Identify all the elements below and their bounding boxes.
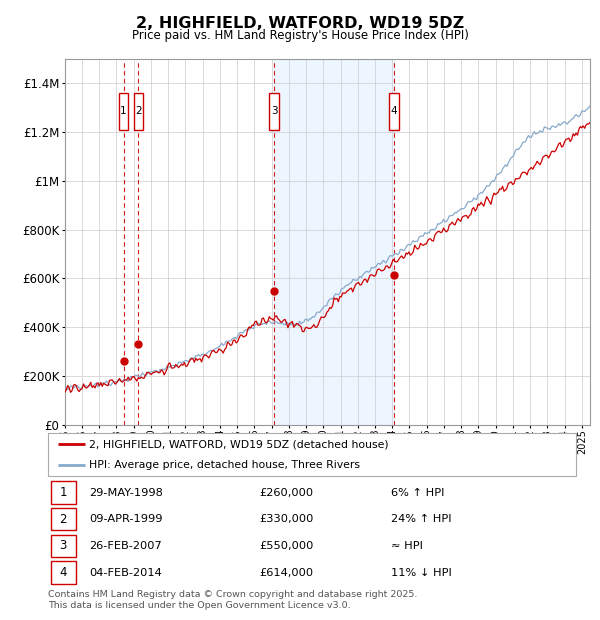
Text: HPI: Average price, detached house, Three Rivers: HPI: Average price, detached house, Thre… — [89, 460, 360, 470]
Text: 1: 1 — [120, 107, 127, 117]
Text: £550,000: £550,000 — [259, 541, 314, 551]
FancyBboxPatch shape — [50, 481, 76, 504]
FancyBboxPatch shape — [119, 93, 128, 130]
Text: 2, HIGHFIELD, WATFORD, WD19 5DZ: 2, HIGHFIELD, WATFORD, WD19 5DZ — [136, 16, 464, 31]
Text: 29-MAY-1998: 29-MAY-1998 — [89, 487, 163, 498]
FancyBboxPatch shape — [50, 508, 76, 531]
Text: 04-FEB-2014: 04-FEB-2014 — [89, 567, 162, 578]
FancyBboxPatch shape — [389, 93, 398, 130]
FancyBboxPatch shape — [269, 93, 279, 130]
FancyBboxPatch shape — [50, 534, 76, 557]
Text: 3: 3 — [271, 107, 277, 117]
FancyBboxPatch shape — [48, 433, 576, 476]
Text: 6% ↑ HPI: 6% ↑ HPI — [391, 487, 445, 498]
Text: 09-APR-1999: 09-APR-1999 — [89, 514, 163, 525]
FancyBboxPatch shape — [50, 561, 76, 584]
Text: 4: 4 — [391, 107, 397, 117]
FancyBboxPatch shape — [134, 93, 143, 130]
Text: 2, HIGHFIELD, WATFORD, WD19 5DZ (detached house): 2, HIGHFIELD, WATFORD, WD19 5DZ (detache… — [89, 439, 389, 449]
Text: £330,000: £330,000 — [259, 514, 314, 525]
Bar — [274, 59, 394, 425]
Text: 26-FEB-2007: 26-FEB-2007 — [89, 541, 162, 551]
Text: 24% ↑ HPI: 24% ↑ HPI — [391, 514, 452, 525]
Text: 2: 2 — [135, 107, 142, 117]
Text: ≈ HPI: ≈ HPI — [391, 541, 423, 551]
Text: £260,000: £260,000 — [259, 487, 313, 498]
Text: 4: 4 — [59, 566, 67, 579]
Text: Price paid vs. HM Land Registry's House Price Index (HPI): Price paid vs. HM Land Registry's House … — [131, 29, 469, 42]
Text: Contains HM Land Registry data © Crown copyright and database right 2025.
This d: Contains HM Land Registry data © Crown c… — [48, 590, 418, 609]
Text: £614,000: £614,000 — [259, 567, 313, 578]
Text: 1: 1 — [59, 486, 67, 499]
Text: 11% ↓ HPI: 11% ↓ HPI — [391, 567, 452, 578]
Text: 3: 3 — [59, 539, 67, 552]
Text: 2: 2 — [59, 513, 67, 526]
